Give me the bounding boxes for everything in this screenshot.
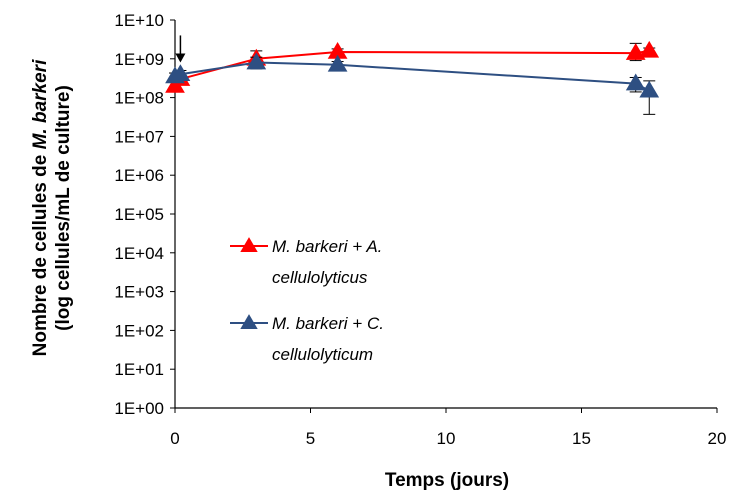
legend-label-a-cellulolyticus-line1: M. barkeri + A. [272,237,382,256]
annotation-arrow-head [175,53,186,63]
legend-marker-c-cellulolyticum [240,314,258,329]
data-point-marker [246,52,267,70]
legend-label-c-cellulolyticum-line1: M. barkeri + C. [272,314,384,333]
series-c-cellulolyticum [165,52,660,115]
legend-label-c-cellulolyticum-line2: cellulolyticum [272,345,373,364]
data-point-marker [639,80,660,98]
y-tick-label: 1E+03 [114,283,164,302]
y-tick-label: 1E+05 [114,205,164,224]
data-point-marker [170,64,191,82]
y-tick-label: 1E+02 [114,321,164,340]
annotation-layer [175,35,186,63]
y-tick-label: 1E+01 [114,360,164,379]
legend: M. barkeri + A. cellulolyticus M. barker… [230,237,384,364]
x-axis-title: Temps (jours) [385,470,509,491]
data-point-marker [625,73,646,91]
y-tick-label: 1E+07 [114,127,164,146]
x-ticks: 0 5 10 15 20 [170,408,726,448]
y-tick-label: 1E+00 [114,399,164,418]
x-tick-label: 5 [306,429,315,448]
y-tick-label: 1E+10 [114,11,164,30]
data-point-marker [639,40,660,58]
series-layer [165,40,660,115]
x-tick-label: 15 [572,429,591,448]
y-ticks: 1E+00 1E+01 1E+02 1E+03 1E+04 1E+05 1E+06 1E+07… [114,11,175,418]
y-tick-label: 1E+08 [114,89,164,108]
data-point-marker [327,54,348,72]
x-tick-label: 20 [708,429,727,448]
series-line [174,61,650,92]
x-tick-label: 10 [437,429,456,448]
y-axis-title-line2: (log cellules/mL de culture) [53,85,74,331]
legend-entry-c-cellulolyticum: M. barkeri + C. cellulolyticum [230,314,384,364]
legend-marker-a-cellulolyticus [240,237,258,252]
y-tick-label: 1E+06 [114,166,164,185]
legend-label-a-cellulolyticus-line2: cellulolyticus [272,268,368,287]
y-axis-title-line1: Nombre de cellules de M. barkeri [30,59,51,356]
y-axis-title-prefix: Nombre de cellules de [30,149,51,356]
legend-entry-a-cellulolyticus: M. barkeri + A. cellulolyticus [230,237,382,287]
y-tick-label: 1E+04 [114,244,164,263]
y-axis-title-italic: M. barkeri [30,59,51,149]
series-a-cellulolyticus [165,40,660,93]
x-tick-label: 0 [170,429,179,448]
data-point-marker [327,41,348,59]
y-tick-label: 1E+09 [114,50,164,69]
